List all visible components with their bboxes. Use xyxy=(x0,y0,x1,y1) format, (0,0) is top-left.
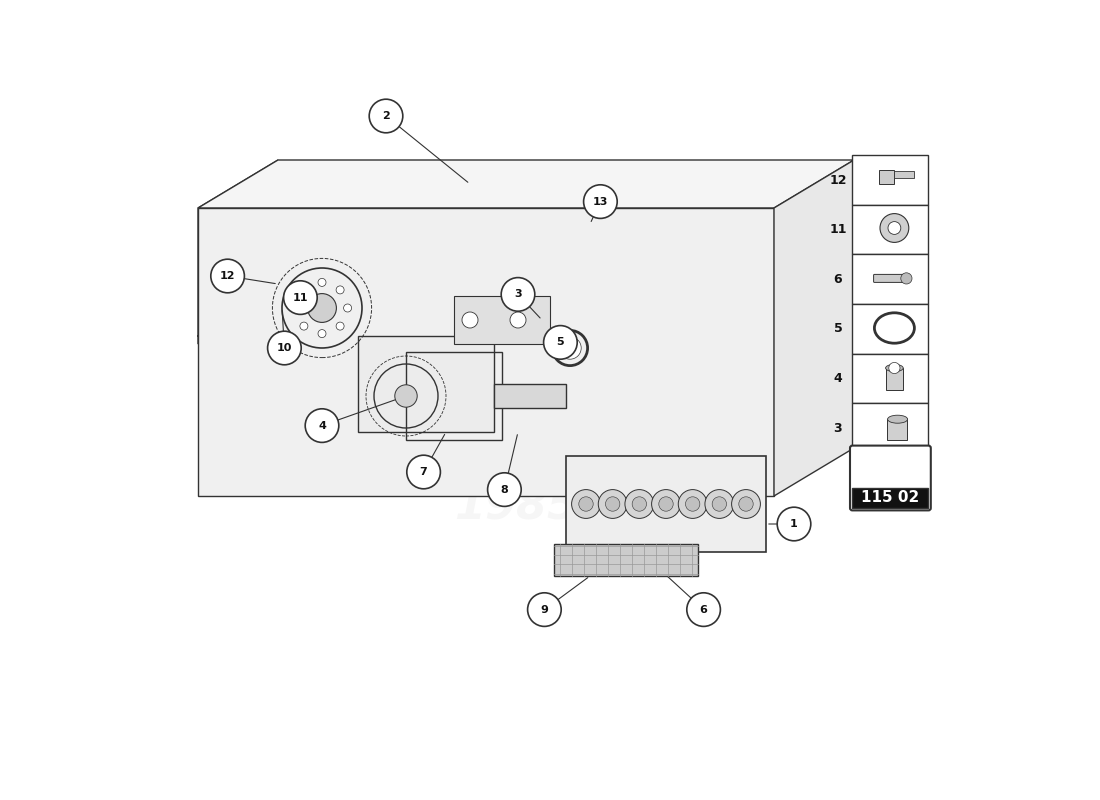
Text: 10: 10 xyxy=(277,343,293,353)
Text: 12: 12 xyxy=(829,174,847,186)
Circle shape xyxy=(605,497,620,511)
Circle shape xyxy=(487,473,521,506)
Circle shape xyxy=(572,490,601,518)
Circle shape xyxy=(502,278,535,311)
Polygon shape xyxy=(494,384,566,408)
FancyBboxPatch shape xyxy=(852,488,928,508)
Circle shape xyxy=(407,455,440,489)
Circle shape xyxy=(293,304,300,312)
Text: eu: eu xyxy=(294,259,375,316)
Circle shape xyxy=(651,490,681,518)
FancyBboxPatch shape xyxy=(873,274,908,282)
Circle shape xyxy=(267,331,301,365)
Text: 6: 6 xyxy=(834,273,843,286)
Text: 8: 8 xyxy=(500,485,508,494)
FancyBboxPatch shape xyxy=(893,171,914,178)
FancyBboxPatch shape xyxy=(850,446,931,510)
Circle shape xyxy=(584,185,617,218)
Circle shape xyxy=(318,330,326,338)
FancyBboxPatch shape xyxy=(852,304,928,354)
FancyBboxPatch shape xyxy=(852,155,928,205)
Circle shape xyxy=(395,385,417,407)
Circle shape xyxy=(343,304,352,312)
Text: 1985: 1985 xyxy=(454,486,578,529)
Circle shape xyxy=(318,278,326,286)
Circle shape xyxy=(685,497,700,511)
Circle shape xyxy=(778,507,811,541)
Circle shape xyxy=(579,497,593,511)
Circle shape xyxy=(462,312,478,328)
FancyBboxPatch shape xyxy=(566,456,766,552)
FancyBboxPatch shape xyxy=(454,296,550,344)
Circle shape xyxy=(370,99,403,133)
FancyBboxPatch shape xyxy=(852,403,928,453)
Text: 115 02: 115 02 xyxy=(861,490,920,506)
Text: 13: 13 xyxy=(593,197,608,206)
Text: 5: 5 xyxy=(834,322,843,335)
Circle shape xyxy=(739,497,754,511)
Text: 2: 2 xyxy=(382,111,389,121)
Circle shape xyxy=(732,490,760,518)
Circle shape xyxy=(337,322,344,330)
Circle shape xyxy=(625,490,653,518)
Circle shape xyxy=(901,273,912,284)
Circle shape xyxy=(337,286,344,294)
Circle shape xyxy=(300,286,308,294)
Circle shape xyxy=(889,362,900,374)
Text: a passion for parts: a passion for parts xyxy=(270,365,504,389)
Polygon shape xyxy=(358,336,494,432)
Polygon shape xyxy=(198,160,854,208)
Circle shape xyxy=(598,490,627,518)
FancyBboxPatch shape xyxy=(852,254,928,304)
Text: 7: 7 xyxy=(420,467,428,477)
Circle shape xyxy=(211,259,244,293)
FancyBboxPatch shape xyxy=(879,170,893,184)
Circle shape xyxy=(880,214,909,242)
Circle shape xyxy=(510,312,526,328)
Ellipse shape xyxy=(888,415,907,423)
Circle shape xyxy=(632,497,647,511)
FancyBboxPatch shape xyxy=(886,368,903,390)
Circle shape xyxy=(686,593,720,626)
Text: 11: 11 xyxy=(293,293,308,302)
Circle shape xyxy=(300,322,308,330)
Text: 9: 9 xyxy=(540,605,548,614)
Text: 1: 1 xyxy=(790,519,798,529)
Text: 4: 4 xyxy=(834,372,843,385)
FancyBboxPatch shape xyxy=(554,544,698,576)
Polygon shape xyxy=(774,160,854,496)
Text: 5: 5 xyxy=(557,338,564,347)
Circle shape xyxy=(284,281,317,314)
Circle shape xyxy=(543,326,578,359)
FancyBboxPatch shape xyxy=(852,354,928,403)
Text: 11: 11 xyxy=(829,223,847,236)
FancyBboxPatch shape xyxy=(888,419,907,440)
Circle shape xyxy=(888,222,901,234)
Circle shape xyxy=(712,497,726,511)
Polygon shape xyxy=(198,208,774,496)
Ellipse shape xyxy=(886,364,903,371)
Text: 3: 3 xyxy=(834,422,843,434)
Text: 4: 4 xyxy=(318,421,326,430)
Circle shape xyxy=(528,593,561,626)
Circle shape xyxy=(679,490,707,518)
Circle shape xyxy=(705,490,734,518)
Text: 6: 6 xyxy=(700,605,707,614)
Circle shape xyxy=(559,337,581,359)
Circle shape xyxy=(305,409,339,442)
Text: 3: 3 xyxy=(514,290,521,299)
Text: 12: 12 xyxy=(220,271,235,281)
Circle shape xyxy=(659,497,673,511)
Circle shape xyxy=(308,294,337,322)
FancyBboxPatch shape xyxy=(852,205,928,254)
